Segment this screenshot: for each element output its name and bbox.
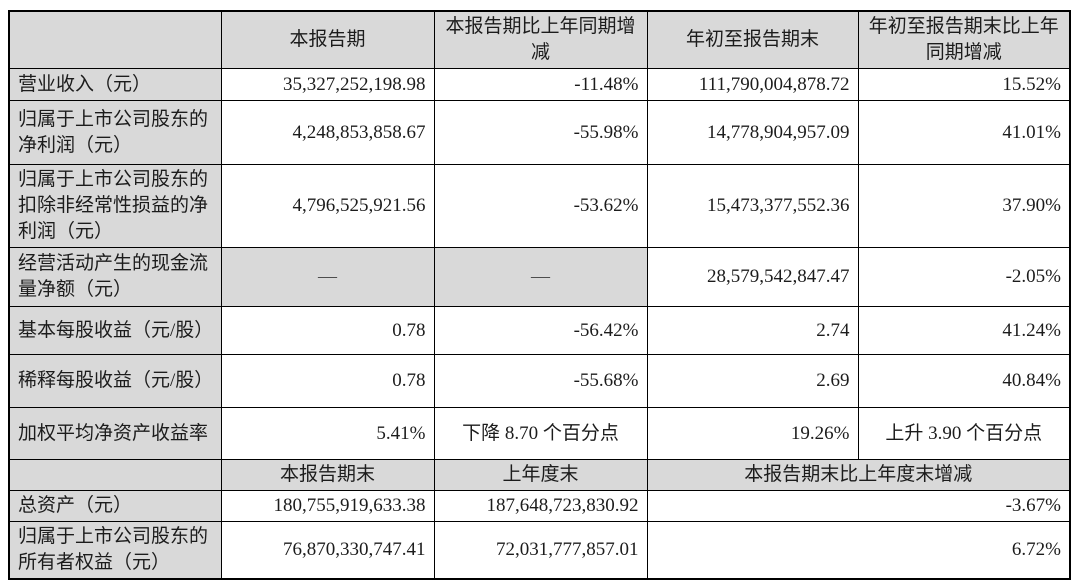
table-row: 营业收入（元） 35,327,252,198.98 -11.48% 111,790,0…: [8, 68, 1071, 101]
value-cell: 5.41%: [220, 407, 435, 460]
value-cell: -2.05%: [857, 247, 1071, 307]
row-label: 基本每股收益（元/股）: [8, 306, 222, 355]
value-cell: 4,248,853,858.67: [220, 100, 435, 165]
row-label: 归属于上市公司股东的扣除非经常性损益的净利润（元）: [8, 164, 222, 248]
document-page: 本报告期 本报告期比上年同期增减 年初至报告期末 年初至报告期末比上年同期增减 营业收入…: [8, 10, 1071, 580]
table-row: 总资产（元） 180,755,919,633.38 187,648,723,830.…: [8, 490, 1071, 522]
row-label: 稀释每股收益（元/股）: [8, 354, 222, 408]
row-label: 总资产（元）: [8, 490, 222, 522]
corner-cell: [8, 459, 222, 491]
value-cell: -11.48%: [433, 68, 648, 101]
value-cell: -53.62%: [433, 164, 648, 248]
table-row: 归属于上市公司股东的净利润（元） 4,248,853,858.67 -55.98% 1…: [8, 100, 1071, 165]
header-row: 本报告期 本报告期比上年同期增减 年初至报告期末 年初至报告期末比上年同期增减: [8, 10, 1071, 69]
table-row: 稀释每股收益（元/股） 0.78 -55.68% 2.69 40.84%: [8, 354, 1071, 408]
value-cell: 41.01%: [857, 100, 1071, 165]
value-cell: 14,778,904,957.09: [646, 100, 859, 165]
header-row: 本报告期末 上年度末 本报告期末比上年度末增减: [8, 459, 1071, 491]
empty-dash-cell: —: [220, 247, 435, 307]
corner-cell: [8, 10, 222, 69]
column-header: 年初至报告期末: [646, 10, 859, 69]
table-row: 基本每股收益（元/股） 0.78 -56.42% 2.74 41.24%: [8, 306, 1071, 355]
value-cell: 15,473,377,552.36: [646, 164, 859, 248]
value-cell: 37.90%: [857, 164, 1071, 248]
value-cell: 111,790,004,878.72: [646, 68, 859, 101]
value-cell: 下降 8.70 个百分点: [433, 407, 648, 460]
value-cell: 2.69: [646, 354, 859, 408]
value-cell: 4,796,525,921.56: [220, 164, 435, 248]
value-cell: 6.72%: [646, 521, 1071, 580]
financial-summary-table: 本报告期 本报告期比上年同期增减 年初至报告期末 年初至报告期末比上年同期增减 营业收入…: [8, 10, 1071, 580]
value-cell: -55.68%: [433, 354, 648, 408]
value-cell: 40.84%: [857, 354, 1071, 408]
column-header: 年初至报告期末比上年同期增减: [857, 10, 1071, 69]
table-row: 归属于上市公司股东的所有者权益（元） 76,870,330,747.41 72,03…: [8, 521, 1071, 580]
value-cell: 0.78: [220, 306, 435, 355]
row-label: 经营活动产生的现金流量净额（元）: [8, 247, 222, 307]
row-label: 加权平均净资产收益率: [8, 407, 222, 460]
value-cell: 187,648,723,830.92: [433, 490, 648, 522]
column-header: 上年度末: [433, 459, 648, 491]
row-label: 归属于上市公司股东的净利润（元）: [8, 100, 222, 165]
table-body: 本报告期 本报告期比上年同期增减 年初至报告期末 年初至报告期末比上年同期增减 营业收入…: [8, 10, 1071, 580]
value-cell: 0.78: [220, 354, 435, 408]
row-label: 归属于上市公司股东的所有者权益（元）: [8, 521, 222, 580]
column-header: 本报告期: [220, 10, 435, 69]
value-cell: 41.24%: [857, 306, 1071, 355]
value-cell: 180,755,919,633.38: [220, 490, 435, 522]
value-cell: 76,870,330,747.41: [220, 521, 435, 580]
value-cell: 上升 3.90 个百分点: [857, 407, 1071, 460]
value-cell: 2.74: [646, 306, 859, 355]
value-cell: 35,327,252,198.98: [220, 68, 435, 101]
column-header: 本报告期比上年同期增减: [433, 10, 648, 69]
table-row: 归属于上市公司股东的扣除非经常性损益的净利润（元） 4,796,525,921.5…: [8, 164, 1071, 248]
empty-dash-cell: —: [433, 247, 648, 307]
value-cell: 19.26%: [646, 407, 859, 460]
value-cell: 28,579,542,847.47: [646, 247, 859, 307]
column-header: 本报告期末比上年度末增减: [646, 459, 1071, 491]
value-cell: -55.98%: [433, 100, 648, 165]
value-cell: 72,031,777,857.01: [433, 521, 648, 580]
table-row: 经营活动产生的现金流量净额（元） — —28,579,542,847.47 -2.05…: [8, 247, 1071, 307]
column-header: 本报告期末: [220, 459, 435, 491]
value-cell: 15.52%: [857, 68, 1071, 101]
row-label: 营业收入（元）: [8, 68, 222, 101]
value-cell: -3.67%: [646, 490, 1071, 522]
value-cell: -56.42%: [433, 306, 648, 355]
table-row: 加权平均净资产收益率 5.41% 下降 8.70 个百分点 19.26% 上升 3.90…: [8, 407, 1071, 460]
